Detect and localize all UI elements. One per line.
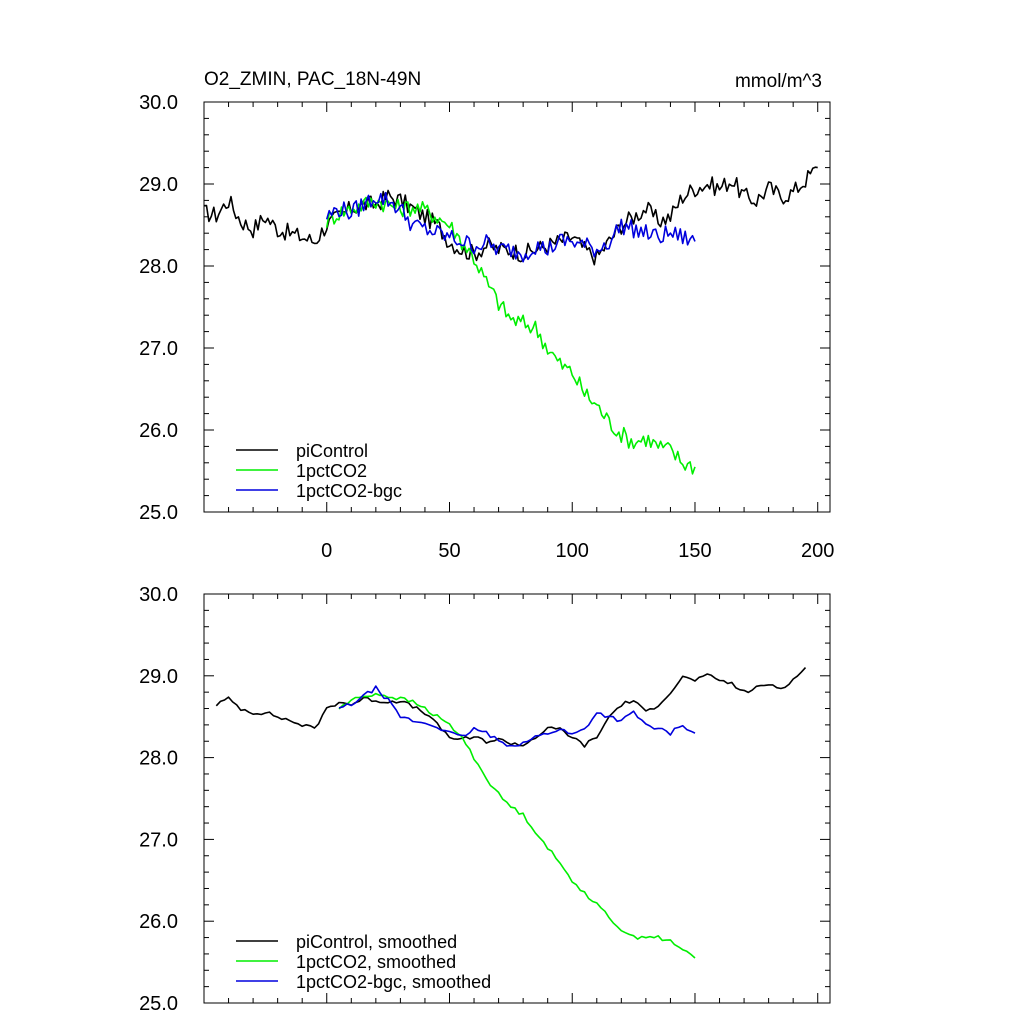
series-line-picontrol — [203, 166, 818, 266]
y-tick-label: 30.0 — [139, 584, 178, 606]
y-tick-label: 26.0 — [139, 911, 178, 933]
legend-label: 1pctCO2, smoothed — [296, 952, 456, 972]
y-tick-label: 29.0 — [139, 174, 178, 196]
x-tick-label: 100 — [556, 540, 589, 562]
y-tick-label: 29.0 — [139, 666, 178, 688]
bottom-panel: 30.0 29.0 28.0 27.0 26.0 25.0 piControl, smoo… — [139, 584, 831, 1015]
top-panel-y-tick-labels: 30.0 29.0 28.0 27.0 26.0 25.0 — [139, 92, 178, 524]
bottom-panel-frame — [203, 593, 831, 1004]
series-line-1pctco2-smoothed — [338, 692, 696, 959]
series-line-1pctco2 — [325, 196, 696, 475]
x-tick-label: 50 — [438, 540, 460, 562]
units-label: mmol/m^3 — [735, 71, 822, 92]
x-tick-label: 150 — [678, 540, 711, 562]
y-tick-label: 28.0 — [139, 256, 178, 278]
x-tick-label: 200 — [801, 540, 834, 562]
top-panel-x-tick-labels: 0 50 100 150 200 — [321, 540, 834, 562]
y-tick-label: 27.0 — [139, 338, 178, 360]
chart-title: O2_ZMIN, PAC_18N-49N — [204, 69, 421, 90]
x-tick-label: 0 — [321, 540, 332, 562]
y-tick-label: 25.0 — [139, 502, 178, 524]
legend-label: 1pctCO2-bgc, smoothed — [296, 972, 491, 992]
top-panel: O2_ZMIN, PAC_18N-49N mmol/m^3 30.0 29.0 28… — [139, 69, 834, 562]
top-panel-ticks — [203, 101, 830, 513]
legend-label: piControl — [296, 441, 368, 461]
series-line-1pctco2-bgc — [325, 191, 696, 263]
y-tick-label: 26.0 — [139, 420, 178, 442]
bottom-panel-y-tick-labels: 30.0 29.0 28.0 27.0 26.0 25.0 — [139, 584, 178, 1015]
series-line-picontrol-smoothed — [215, 667, 807, 748]
top-panel-frame — [203, 101, 831, 513]
top-panel-series — [203, 166, 818, 475]
legend-label: 1pctCO2-bgc — [296, 481, 402, 501]
series-line-1pctco2-bgc-smoothed — [338, 685, 696, 747]
bottom-panel-series — [215, 667, 807, 959]
y-tick-label: 30.0 — [139, 92, 178, 114]
y-tick-label: 25.0 — [139, 993, 178, 1015]
legend-label: piControl, smoothed — [296, 932, 457, 952]
y-tick-label: 28.0 — [139, 748, 178, 770]
legend-label: 1pctCO2 — [296, 461, 367, 481]
y-tick-label: 27.0 — [139, 829, 178, 851]
